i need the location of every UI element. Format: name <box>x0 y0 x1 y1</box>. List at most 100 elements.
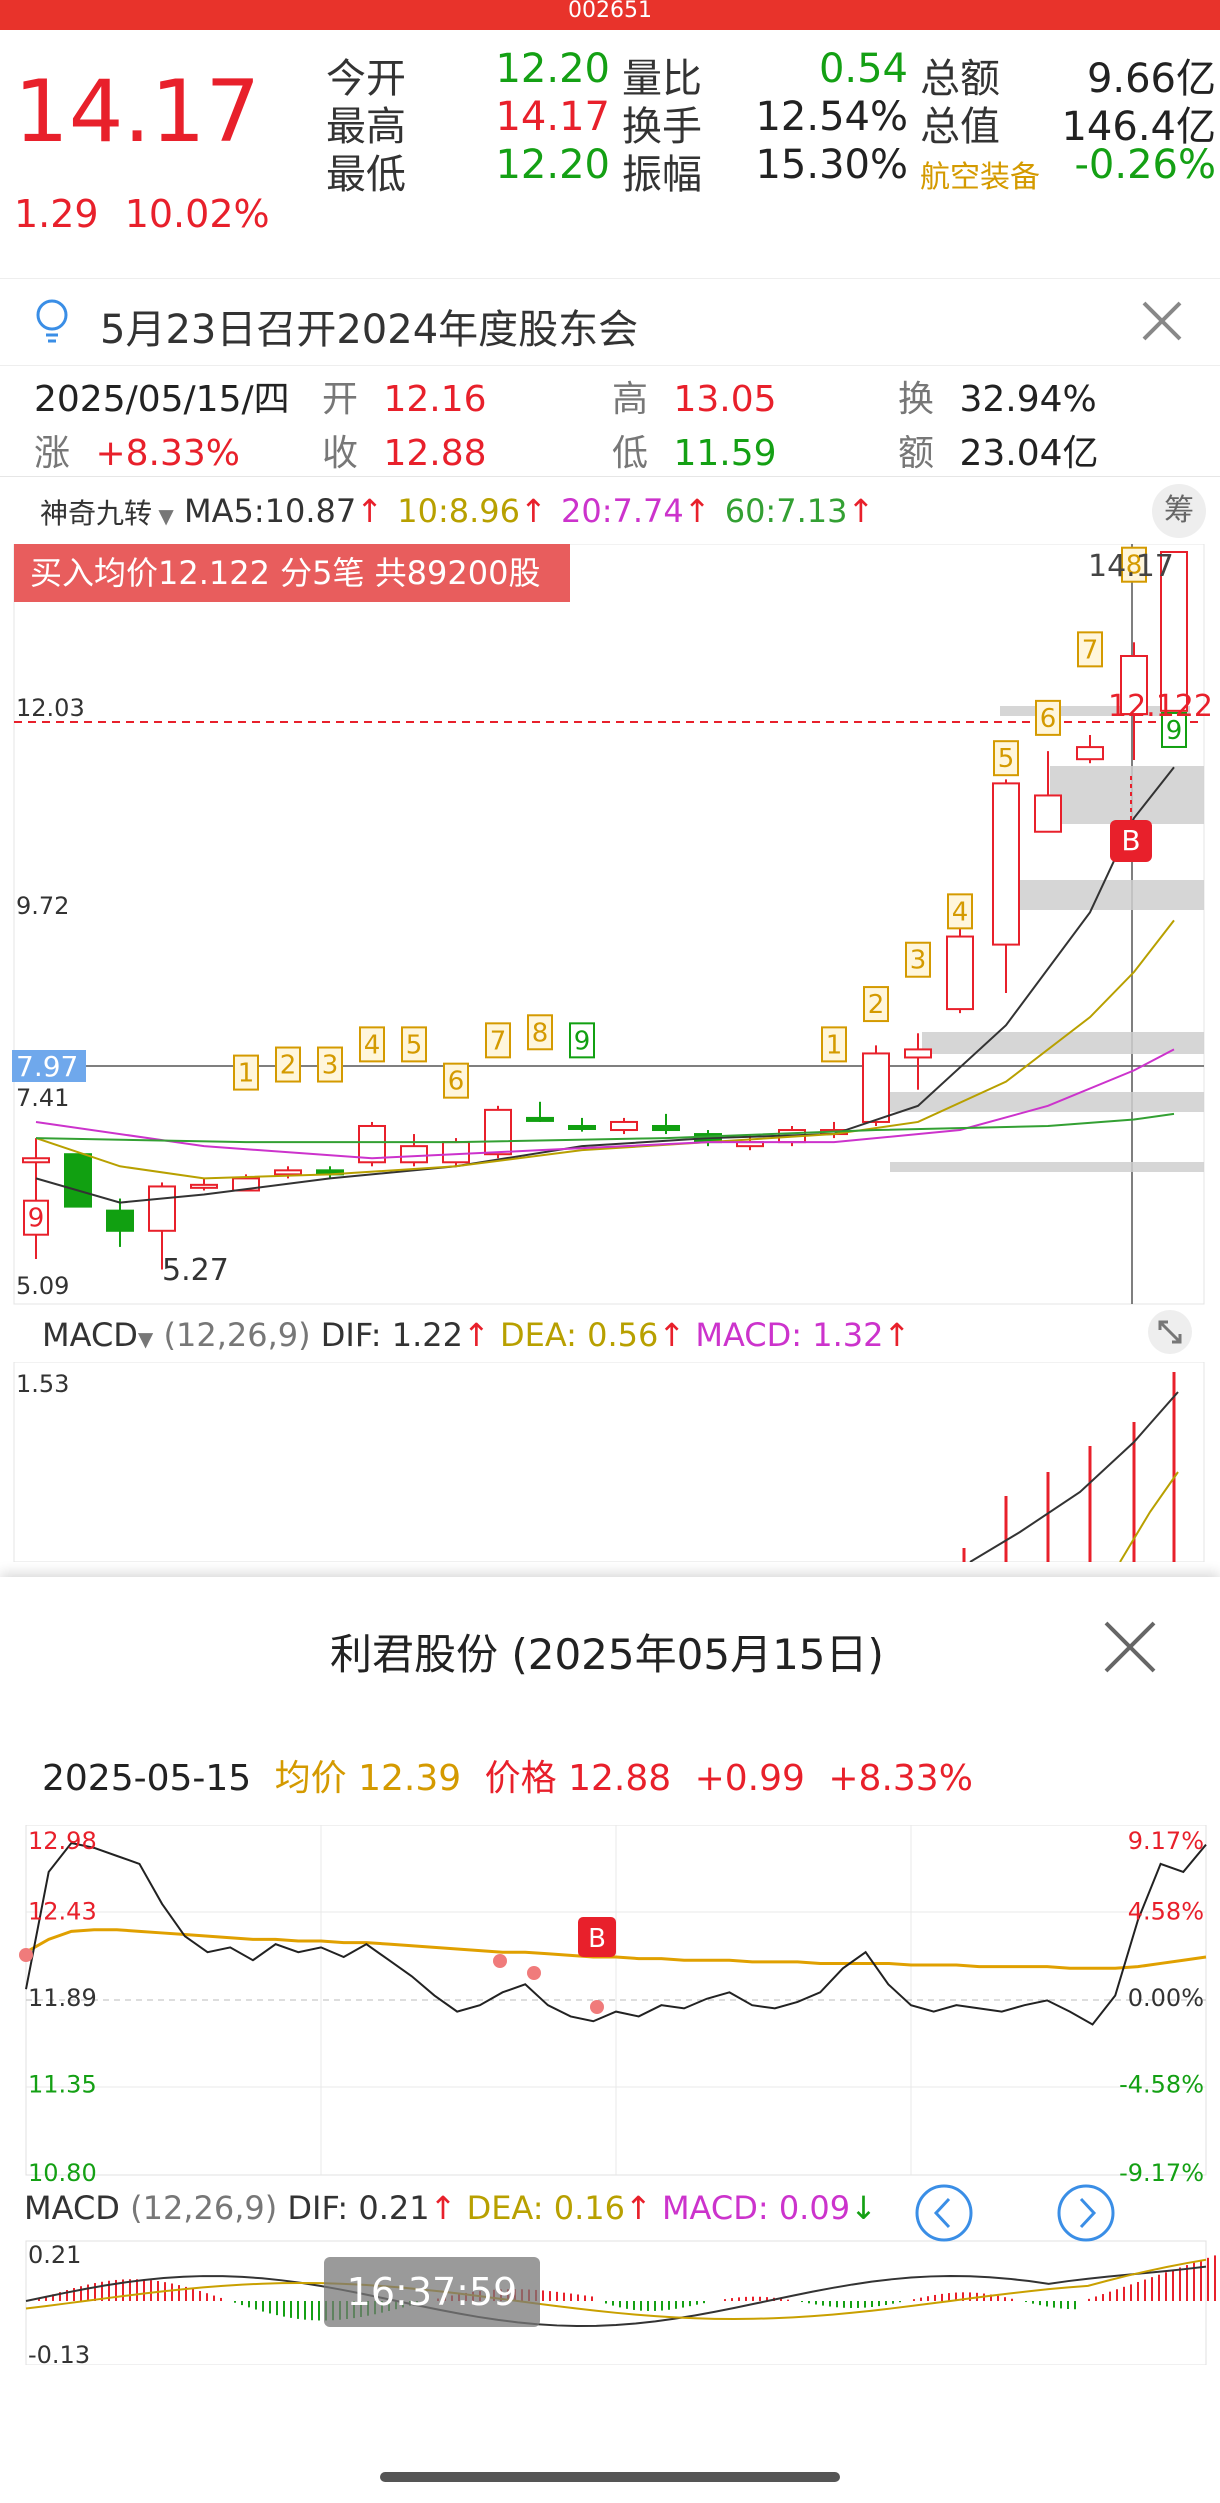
ma20-line <box>35 1048 1175 1160</box>
y-label-right: 9.17% <box>1128 1827 1204 1855</box>
bulb-icon <box>36 299 68 343</box>
sheet-title: 利君股份 (2025年05月15日) <box>330 1630 884 1679</box>
trade-dot <box>590 2000 604 2014</box>
candle-body <box>568 1124 596 1130</box>
candle-body <box>652 1124 680 1132</box>
y-label: 5.09 <box>16 1272 69 1300</box>
kline-open: 开 12.16 <box>322 379 487 420</box>
nine-turn-marker <box>821 1026 847 1063</box>
y-label-left: 10.80 <box>28 2159 97 2187</box>
nine-turn-marker <box>485 1022 511 1059</box>
dif-line <box>969 1391 1179 1562</box>
nine-turn-label: 2 <box>868 990 885 1020</box>
quote-value: 0.54 <box>818 46 908 92</box>
expand-icon[interactable] <box>1148 1310 1192 1354</box>
y-label-right: -4.58% <box>1119 2071 1204 2099</box>
y-label: 0.21 <box>28 2241 81 2269</box>
time-badge: 16:37:59 <box>324 2257 540 2327</box>
nine-turn-label: 5 <box>998 744 1015 774</box>
nine-turn-label: 1 <box>826 1030 843 1060</box>
quote-value: 12.20 <box>495 142 610 188</box>
chip-button[interactable]: 筹 <box>1152 484 1206 538</box>
ma60-line <box>35 1112 1175 1144</box>
nine-turn-label: 7 <box>490 1026 507 1056</box>
ma5-line <box>35 766 1175 1204</box>
chart-frame <box>13 544 1205 1305</box>
candle-body <box>1076 746 1104 761</box>
candle-body <box>1034 794 1062 833</box>
y-label-left: 11.35 <box>28 2071 97 2099</box>
current-price: 14.17 <box>14 62 261 162</box>
price-change: 1.29 10.02% <box>14 192 270 236</box>
prev-icon[interactable] <box>914 2183 974 2243</box>
dea-line <box>1119 1471 1179 1562</box>
nine-turn-label: 9 <box>574 1026 591 1056</box>
nine-turn-marker <box>1035 699 1061 736</box>
nine-turn-marker <box>1161 711 1187 748</box>
divider <box>0 476 1220 477</box>
buy-marker-label: B <box>588 1924 606 1954</box>
dif-line <box>25 2265 1207 2327</box>
nine-turn-label: 7 <box>1082 635 1099 665</box>
nine-turn-marker <box>993 740 1019 777</box>
y-label-left: 12.98 <box>28 1827 97 1855</box>
top-bar: 002651 <box>0 0 1220 30</box>
ma20-value: 20:7.74 <box>560 492 684 530</box>
nine-turn-label: 8 <box>1126 551 1143 581</box>
close-icon[interactable] <box>1140 299 1184 343</box>
ma-values: MA5:10.87↑ 10:8.96↑ 20:7.74↑ 60:7.13↑ <box>184 492 875 530</box>
chart-frame <box>25 2240 1207 2365</box>
kline-low: 低 11.59 <box>612 433 777 474</box>
buy-banner-bg <box>14 544 570 602</box>
nine-turn-marker <box>905 941 931 978</box>
macd-top-header: MACD▼ (12,26,9) DIF: 1.22↑ DEA: 0.56↑ MA… <box>42 1316 911 1354</box>
nine-turn-label: 5 <box>406 1030 423 1060</box>
y-label: 7.41 <box>16 1084 69 1112</box>
candle-body <box>22 1157 50 1164</box>
next-icon[interactable] <box>1056 2183 1116 2243</box>
nine-turn-marker <box>863 986 889 1023</box>
nine-turn-marker <box>443 1062 469 1099</box>
nine-turn-marker <box>401 1026 427 1063</box>
candle-body <box>862 1052 890 1123</box>
dea-line <box>25 2258 1207 2321</box>
quote-value: 12.20 <box>495 46 610 92</box>
notice-bar[interactable]: 5月23日召开2024年度股东会 <box>0 278 1220 366</box>
nine-turn-marker <box>1077 631 1103 668</box>
intraday-chart[interactable]: 12.98 12.43 11.89 11.35 10.80 9.17% 4.58% 0.00%… <box>0 1825 1220 2365</box>
quote-label[interactable]: 航空装备 <box>920 160 1040 195</box>
y-label: -0.13 <box>28 2341 90 2365</box>
home-indicator <box>0 2467 1220 2486</box>
close-icon[interactable] <box>1100 1617 1160 1677</box>
change-amount: 1.29 <box>14 192 99 236</box>
notice-text: 5月23日召开2024年度股东会 <box>100 307 639 353</box>
change-percent: 10.02% <box>124 192 270 236</box>
candle-body <box>190 1183 218 1189</box>
indicator-select[interactable]: 神奇九转 ▼ <box>40 497 174 530</box>
quote-label: 最高 <box>326 104 406 150</box>
kline-date: 2025/05/15/四 <box>34 379 290 420</box>
y-label-right: 0.00% <box>1128 1984 1204 2012</box>
chip-band <box>1006 880 1204 910</box>
candle-body <box>904 1048 932 1059</box>
quote-label: 量比 <box>622 56 702 102</box>
quote-value: 12.54% <box>755 94 908 140</box>
candle-body <box>358 1124 386 1164</box>
nine-turn-label: 6 <box>1040 704 1057 734</box>
avg-cost-label: 12.122 <box>1108 689 1213 724</box>
kline-turnover: 换 32.94% <box>898 379 1097 420</box>
candle-body <box>526 1116 554 1122</box>
candle-body <box>274 1169 302 1176</box>
kline-amount: 额 23.04亿 <box>898 433 1099 474</box>
nine-turn-label: 3 <box>322 1051 339 1081</box>
y-label-left: 11.89 <box>28 1984 97 2012</box>
buy-marker <box>578 1917 616 1957</box>
nine-turn-label: 3 <box>910 946 927 976</box>
nine-turn-label: 4 <box>364 1030 381 1060</box>
quote-label: 今开 <box>326 56 406 102</box>
y-label: 9.72 <box>16 892 69 920</box>
quote-label: 振幅 <box>622 152 702 198</box>
candle-body <box>484 1108 512 1156</box>
quote-label: 换手 <box>622 104 702 150</box>
